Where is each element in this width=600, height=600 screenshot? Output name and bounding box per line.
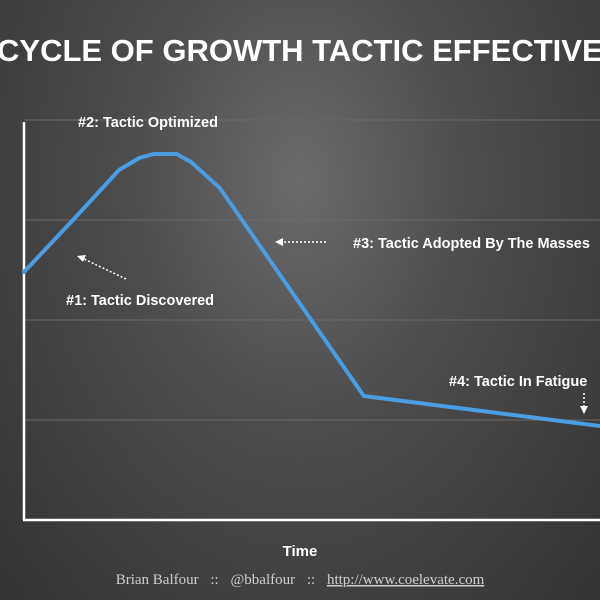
annotation-adopted: #3: Tactic Adopted By The Masses (353, 236, 590, 252)
chart-title: CYCLE OF GROWTH TACTIC EFFECTIVENESS (0, 33, 600, 68)
footer-author: Brian Balfour (116, 572, 199, 588)
footer-handle[interactable]: @bbalfour (230, 572, 295, 588)
footer-url-link[interactable]: http://www.coelevate.com (327, 572, 485, 588)
annotation-optimized: #2: Tactic Optimized (78, 115, 218, 131)
gridlines (24, 119, 600, 421)
footer-separator-2: :: (307, 572, 315, 588)
series-line (22, 152, 600, 428)
arrow-adopted (275, 238, 326, 246)
annotation-arrows (77, 238, 588, 414)
footer-separator-1: :: (210, 572, 218, 588)
annotation-discovered: #1: Tactic Discovered (66, 293, 214, 309)
annotation-fatigue: #4: Tactic In Fatigue (449, 374, 587, 390)
arrow-discovered (77, 255, 127, 280)
footer-credit: Brian Balfour :: @bbalfour :: http://www… (116, 572, 485, 588)
arrow-fatigue (580, 393, 588, 414)
x-axis-label: Time (283, 543, 318, 560)
